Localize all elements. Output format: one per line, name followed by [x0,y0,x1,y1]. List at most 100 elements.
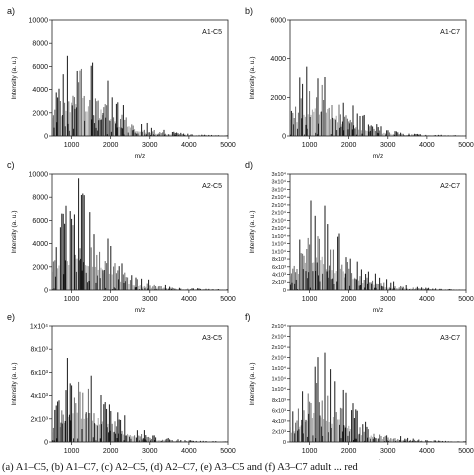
y-tick-label: 2000 [32,264,48,271]
plot-frame [289,19,467,137]
chart-title: A2-C5 [202,183,222,190]
spectrum-bars [52,178,228,290]
x-tick-label: 1000 [64,296,80,303]
y-tick-label: 3x10⁴ [271,186,286,193]
y-tick-label: 1x10⁴ [271,386,286,393]
x-axis-label: m/z [373,153,383,160]
chart-title: A2-C7 [440,183,460,190]
x-tick-label: 5000 [220,448,236,455]
x-tick-label: 3000 [380,296,396,303]
y-tick-label: 6000 [32,64,48,71]
y-tick-label: 1x10⁴ [271,376,286,383]
x-tick-label: 3000 [142,448,158,455]
x-tick-label: 5000 [458,448,474,455]
panel-label: c) [7,160,15,170]
y-tick-label: 0 [44,133,48,140]
y-tick-label: 2x10⁴ [271,217,286,224]
y-tick-label: 2x10³ [272,429,286,435]
panel-label: f) [245,312,251,322]
spectrum-bars [52,358,228,442]
y-axis-label: Intensity (a. u.) [249,363,256,406]
panel-label: d) [245,160,253,170]
x-tick-label: 5000 [220,296,236,303]
x-axis-label: m/z [373,307,383,314]
x-tick-label: 2000 [341,296,357,303]
y-tick-label: 6x10³ [272,265,286,271]
y-tick-label: 0 [283,440,286,446]
y-tick-label: 1x10⁴ [30,323,48,330]
y-tick-label: 1x10⁴ [271,233,286,240]
y-tick-label: 2x10³ [30,416,48,423]
x-tick-label: 1000 [302,142,318,149]
x-tick-label: 4000 [419,448,435,455]
spectrum-bars [290,66,466,136]
y-tick-label: 3x10⁴ [271,171,286,178]
panel-label: e) [7,312,15,322]
y-tick-label: 1x10⁴ [271,241,286,248]
x-tick-label: 3000 [142,142,158,149]
x-tick-label: 4000 [419,142,435,149]
x-axis-label: m/z [373,459,383,460]
y-tick-label: 4000 [270,56,286,63]
chart-panel-2: b) 0 2000 4000 6000 1000 2000 3000 4000 5000 m/z In… [245,6,474,160]
y-tick-label: 2x10⁴ [271,225,286,232]
y-tick-label: 2x10⁴ [271,194,286,201]
y-tick-label: 8x10³ [30,347,48,354]
y-tick-label: 4000 [32,241,48,248]
chart-panel-4: d)02x10³4x10³6x10³8x10³1x10⁴1x10⁴1x10⁴2x… [245,160,474,314]
y-tick-label: 8000 [32,195,48,202]
y-tick-label: 2000 [32,110,48,117]
y-tick-label: 2x10⁴ [271,355,286,362]
chart-panel-3: c) 0 2000 4000 6000 8000 10000 1000 2000 3000 4000… [7,160,236,314]
y-tick-label: 4x10³ [30,393,48,400]
x-tick-label: 5000 [458,296,474,303]
plot-frame [51,19,229,137]
y-tick-label: 8000 [32,41,48,48]
x-tick-label: 3000 [142,296,158,303]
x-tick-label: 2000 [103,296,119,303]
x-tick-label: 2000 [103,448,119,455]
x-tick-label: 2000 [103,142,119,149]
y-tick-label: 3x10⁴ [271,179,286,186]
x-tick-label: 4000 [181,142,197,149]
x-tick-label: 4000 [181,296,197,303]
y-tick-label: 6000 [32,218,48,225]
y-tick-label: 2x10⁴ [271,210,286,217]
panel-label: a) [7,6,15,16]
y-axis-label: Intensity (a. u.) [11,57,18,100]
y-tick-label: 2000 [270,95,286,102]
chart-title: A1-C7 [440,29,460,36]
y-tick-label: 4x10³ [272,272,286,278]
y-tick-label: 4x10³ [272,419,286,425]
plot-frame [51,325,229,443]
x-tick-label: 2000 [341,142,357,149]
y-tick-label: 1x10⁴ [271,365,286,372]
x-axis-label: m/z [135,153,145,160]
x-tick-label: 3000 [380,448,396,455]
y-tick-label: 8x10³ [272,398,286,404]
y-tick-label: 4000 [32,87,48,94]
y-tick-label: 0 [282,133,286,140]
y-tick-label: 2x10⁴ [271,334,286,341]
chart-panel-5: e) 0 2x10³ 4x10³ 6x10³ 8x10³ 1x10⁴ 1000 2000 3000… [7,312,236,460]
x-tick-label: 3000 [380,142,396,149]
plot-frame [289,173,467,291]
y-tick-label: 6x10³ [272,408,286,414]
y-tick-label: 10000 [29,17,49,24]
chart-title: A3-C5 [202,335,222,342]
y-tick-label: 10000 [29,171,49,178]
y-tick-label: 0 [44,287,48,294]
spectrum-bars [52,55,228,136]
spectrum-bars [290,200,466,290]
y-tick-label: 2x10⁴ [271,202,286,209]
x-tick-label: 2000 [341,448,357,455]
y-tick-label: 2x10⁴ [271,323,286,330]
y-tick-label: 2x10⁴ [271,344,286,351]
y-tick-label: 0 [283,288,286,294]
x-tick-label: 5000 [220,142,236,149]
x-tick-label: 4000 [181,448,197,455]
y-tick-label: 6000 [270,17,286,24]
x-tick-label: 1000 [302,448,318,455]
